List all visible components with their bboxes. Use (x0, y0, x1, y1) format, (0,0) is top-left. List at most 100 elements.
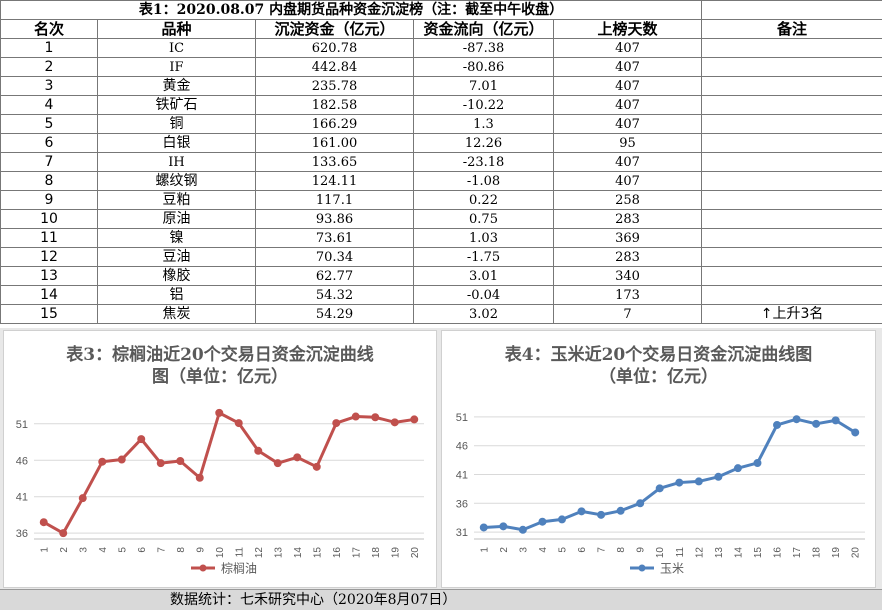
data-point (500, 523, 507, 530)
legend-marker (200, 565, 207, 572)
data-point (255, 447, 262, 454)
cell-variety: 铁矿石 (98, 96, 256, 115)
cell-settled-capital: 93.86 (256, 210, 414, 229)
data-point (715, 473, 722, 480)
x-tick-label: 17 (792, 547, 803, 559)
header-variety: 品种 (98, 20, 256, 39)
data-point (480, 524, 487, 531)
table-title-blank (702, 1, 882, 20)
cell-settled-capital: 166.29 (256, 115, 414, 134)
cell-variety: IH (98, 153, 256, 172)
cell-days-on-list: 407 (554, 96, 702, 115)
cell-rank: 15 (1, 305, 98, 324)
table-title-row: 表1：2020.08.07 内盘期货品种资金沉淀榜（注：截至中午收盘） (1, 1, 882, 20)
cell-settled-capital: 117.1 (256, 191, 414, 210)
cell-days-on-list: 407 (554, 39, 702, 58)
x-tick-label: 10 (655, 547, 666, 559)
data-point (539, 518, 546, 525)
cell-remarks (702, 172, 882, 191)
header-remarks: 备注 (702, 20, 882, 39)
cell-capital-flow: -80.86 (414, 58, 554, 77)
x-tick-label: 11 (675, 547, 686, 558)
x-tick-label: 12 (254, 547, 265, 559)
data-point (637, 500, 644, 507)
cell-settled-capital: 235.78 (256, 77, 414, 96)
x-tick-label: 3 (518, 547, 529, 553)
y-tick-label: 41 (456, 470, 468, 482)
cell-rank: 9 (1, 191, 98, 210)
data-point (852, 429, 859, 436)
data-point (196, 474, 203, 481)
cell-settled-capital: 620.78 (256, 39, 414, 58)
data-point (177, 457, 184, 464)
y-tick-label: 36 (456, 498, 468, 510)
y-tick-label: 51 (456, 412, 468, 424)
cell-variety: 镍 (98, 229, 256, 248)
cell-days-on-list: 369 (554, 229, 702, 248)
data-point (138, 436, 145, 443)
cell-settled-capital: 442.84 (256, 58, 414, 77)
cell-settled-capital: 182.58 (256, 96, 414, 115)
cell-remarks (702, 153, 882, 172)
cell-variety: 铝 (98, 286, 256, 305)
cell-capital-flow: 0.75 (414, 210, 554, 229)
cell-days-on-list: 407 (554, 115, 702, 134)
data-point (235, 420, 242, 427)
cell-settled-capital: 54.32 (256, 286, 414, 305)
cell-capital-flow: -87.38 (414, 39, 554, 58)
x-tick-label: 16 (773, 547, 784, 559)
data-point (598, 511, 605, 518)
data-point (411, 416, 418, 423)
cell-capital-flow: 7.01 (414, 77, 554, 96)
cell-remarks (702, 77, 882, 96)
x-tick-label: 1 (479, 547, 490, 553)
cell-remarks: ↑上升3名 (702, 305, 882, 324)
data-point (519, 526, 526, 533)
cell-rank: 4 (1, 96, 98, 115)
data-point (40, 519, 47, 526)
cell-capital-flow: 0.22 (414, 191, 554, 210)
cell-remarks (702, 39, 882, 58)
header-rank: 名次 (1, 20, 98, 39)
cell-days-on-list: 95 (554, 134, 702, 153)
cell-capital-flow: -10.22 (414, 96, 554, 115)
cell-variety: 原油 (98, 210, 256, 229)
x-tick-label: 4 (538, 547, 549, 553)
y-tick-label: 46 (16, 455, 28, 467)
x-tick-label: 19 (390, 547, 401, 559)
cell-variety: 螺纹钢 (98, 172, 256, 191)
data-point (617, 507, 624, 514)
cell-remarks (702, 210, 882, 229)
x-tick-label: 4 (98, 547, 109, 553)
data-point (578, 508, 585, 515)
cell-settled-capital: 54.29 (256, 305, 414, 324)
cell-capital-flow: 3.01 (414, 267, 554, 286)
cell-capital-flow: -1.08 (414, 172, 554, 191)
data-point (216, 409, 223, 416)
cell-rank: 3 (1, 77, 98, 96)
y-tick-label: 46 (456, 441, 468, 453)
cell-rank: 14 (1, 286, 98, 305)
x-tick-label: 20 (851, 547, 862, 559)
data-point (352, 413, 359, 420)
x-tick-label: 16 (332, 547, 343, 559)
legend-label: 玉米 (660, 562, 684, 576)
y-tick-label: 31 (456, 527, 468, 539)
cell-days-on-list: 407 (554, 77, 702, 96)
data-point (813, 420, 820, 427)
x-tick-label: 2 (499, 547, 510, 553)
cell-days-on-list: 283 (554, 210, 702, 229)
cell-remarks (702, 58, 882, 77)
x-tick-label: 18 (812, 547, 823, 559)
cell-days-on-list: 7 (554, 305, 702, 324)
cell-rank: 11 (1, 229, 98, 248)
